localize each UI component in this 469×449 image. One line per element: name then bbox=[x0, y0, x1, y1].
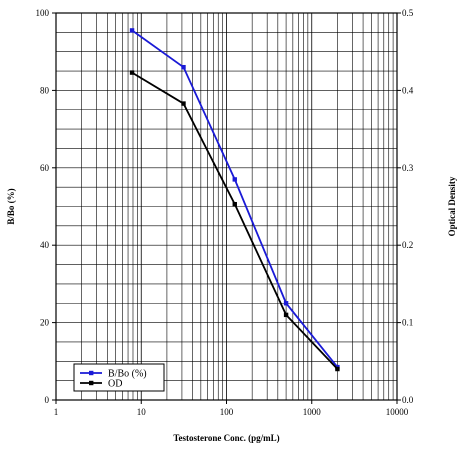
data-point bbox=[335, 366, 340, 372]
data-point bbox=[232, 177, 237, 182]
y2-tick-label: 0.2 bbox=[402, 240, 413, 250]
x-tick-label: 1 bbox=[54, 407, 59, 417]
legend-swatch-marker bbox=[89, 380, 94, 386]
y-tick-label: 0 bbox=[45, 395, 50, 405]
x-tick-label: 1000 bbox=[303, 407, 322, 417]
legend: B/Bo (%)OD bbox=[73, 363, 165, 392]
legend-label: OD bbox=[108, 379, 122, 390]
data-point bbox=[232, 201, 237, 207]
y2-tick-label: 0.3 bbox=[402, 163, 414, 173]
y2-tick-label: 0.4 bbox=[402, 85, 414, 95]
series bbox=[129, 28, 340, 372]
data-point bbox=[181, 101, 186, 106]
y-tick-label: 20 bbox=[40, 318, 50, 328]
y2-axis-title: Optical Density bbox=[447, 176, 457, 236]
x-axis-title: Testosterone Conc. (pg/mL) bbox=[173, 433, 279, 443]
data-point bbox=[283, 301, 289, 306]
axes: 1 10 100 1000 10000 0 20 40 60 80 100 0.0 0.1 0.2 0.3 0… bbox=[36, 8, 414, 417]
data-point bbox=[181, 64, 186, 70]
x-tick-label: 100 bbox=[220, 407, 234, 417]
legend-label: B/Bo (%) bbox=[108, 369, 147, 380]
x-tick-label: 10000 bbox=[386, 407, 409, 417]
x-tick-label: 10 bbox=[137, 407, 147, 417]
grid bbox=[56, 13, 397, 400]
y-tick-label: 60 bbox=[40, 163, 50, 173]
series-line-1 bbox=[131, 71, 339, 370]
data-point bbox=[129, 28, 135, 33]
legend-box bbox=[73, 363, 165, 392]
y2-tick-label: 0.0 bbox=[402, 395, 414, 405]
series-line-0 bbox=[131, 29, 339, 368]
y-tick-label: 40 bbox=[40, 240, 50, 250]
data-point bbox=[283, 312, 289, 318]
y-axis-title: B/Bo (%) bbox=[6, 188, 16, 224]
y2-tick-label: 0.5 bbox=[402, 8, 414, 18]
data-point bbox=[129, 70, 135, 75]
y2-tick-label: 0.1 bbox=[402, 318, 413, 328]
y-tick-label: 80 bbox=[40, 85, 50, 95]
legend-swatch-marker bbox=[89, 370, 94, 376]
y-tick-label: 100 bbox=[36, 8, 50, 18]
